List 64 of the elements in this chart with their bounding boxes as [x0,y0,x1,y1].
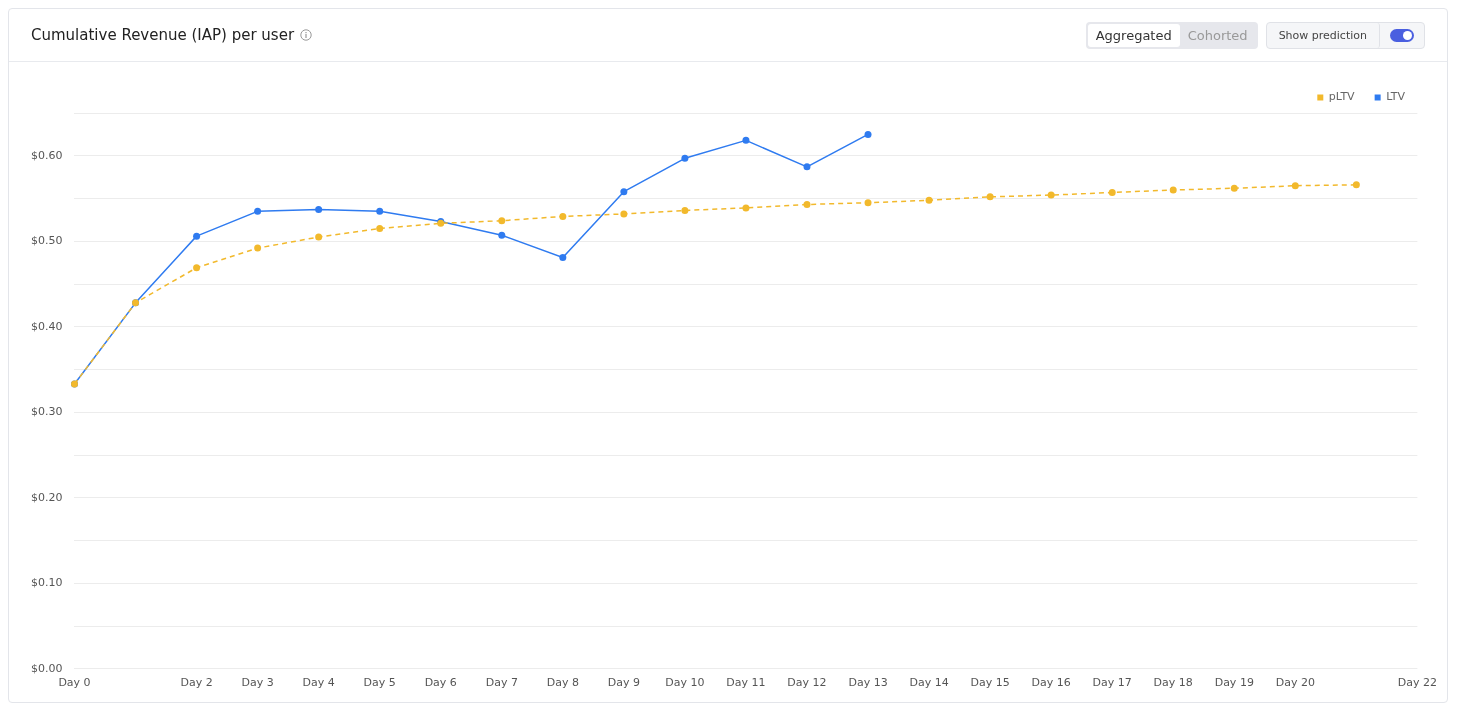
point [1169,186,1177,194]
y-tick-label: $0.00 [30,661,63,675]
point [803,200,811,208]
point [498,231,506,239]
point [193,232,201,240]
point [803,163,811,171]
x-tick-label: Day 5 [363,676,396,690]
point [681,206,689,214]
x-tick-label: Day 2 [180,676,213,690]
x-tick-label: Day 19 [1214,676,1254,690]
x-tick-label: Day 11 [726,676,766,690]
point [1352,181,1360,189]
x-tick-label: Day 3 [241,676,274,690]
point [193,264,201,272]
x-tick-label: Day 9 [607,676,640,690]
point [986,193,994,201]
point [1291,182,1299,190]
point [1047,191,1055,199]
x-tick-label: Day 14 [909,676,949,690]
point [864,130,872,138]
text: Cohorted [1186,26,1249,45]
text: Show prediction [1266,22,1380,48]
y-tick-label: $0.20 [30,490,63,504]
legend-label: LTV [1386,90,1406,104]
text: Aggregated [1087,23,1180,47]
x-tick-label: Day 4 [302,676,335,690]
point [376,207,384,215]
y-tick-label: $0.30 [30,405,63,419]
x-tick-label: Day 0 [58,676,91,690]
point [864,199,872,207]
point [742,136,750,144]
point [376,224,384,232]
x-tick-label: Day 17 [1092,676,1132,690]
point [498,217,506,225]
x-tick-label: Day 10 [665,676,705,690]
point [315,233,323,241]
point [620,188,628,196]
x-tick-label: Day 22 [1397,676,1437,690]
point [559,254,567,262]
y-tick-label: $0.40 [30,319,63,333]
point [1108,189,1116,197]
point [315,206,323,214]
point [1230,184,1238,192]
chart-title: Cumulative Revenue (IAP) per user [31,26,295,44]
x-tick-label: Day 7 [485,676,518,690]
y-tick-label: $0.50 [30,234,63,248]
x-tick-label: Day 12 [787,676,827,690]
x-tick-label: Day 8 [546,676,579,690]
x-tick-label: Day 15 [970,676,1010,690]
point [559,212,567,220]
point [925,196,933,204]
x-tick-label: Day 20 [1275,676,1315,690]
y-tick-label: $0.10 [30,576,63,590]
point [620,210,628,218]
point [681,154,689,162]
point [254,207,262,215]
x-tick-label: Day 16 [1031,676,1071,690]
x-tick-label: Day 6 [424,676,457,690]
x-tick-label: Day 13 [848,676,888,690]
legend-label: pLTV [1328,90,1356,104]
point [742,204,750,212]
point [254,244,262,252]
x-tick-label: Day 18 [1153,676,1193,690]
y-tick-label: $0.60 [30,148,63,162]
